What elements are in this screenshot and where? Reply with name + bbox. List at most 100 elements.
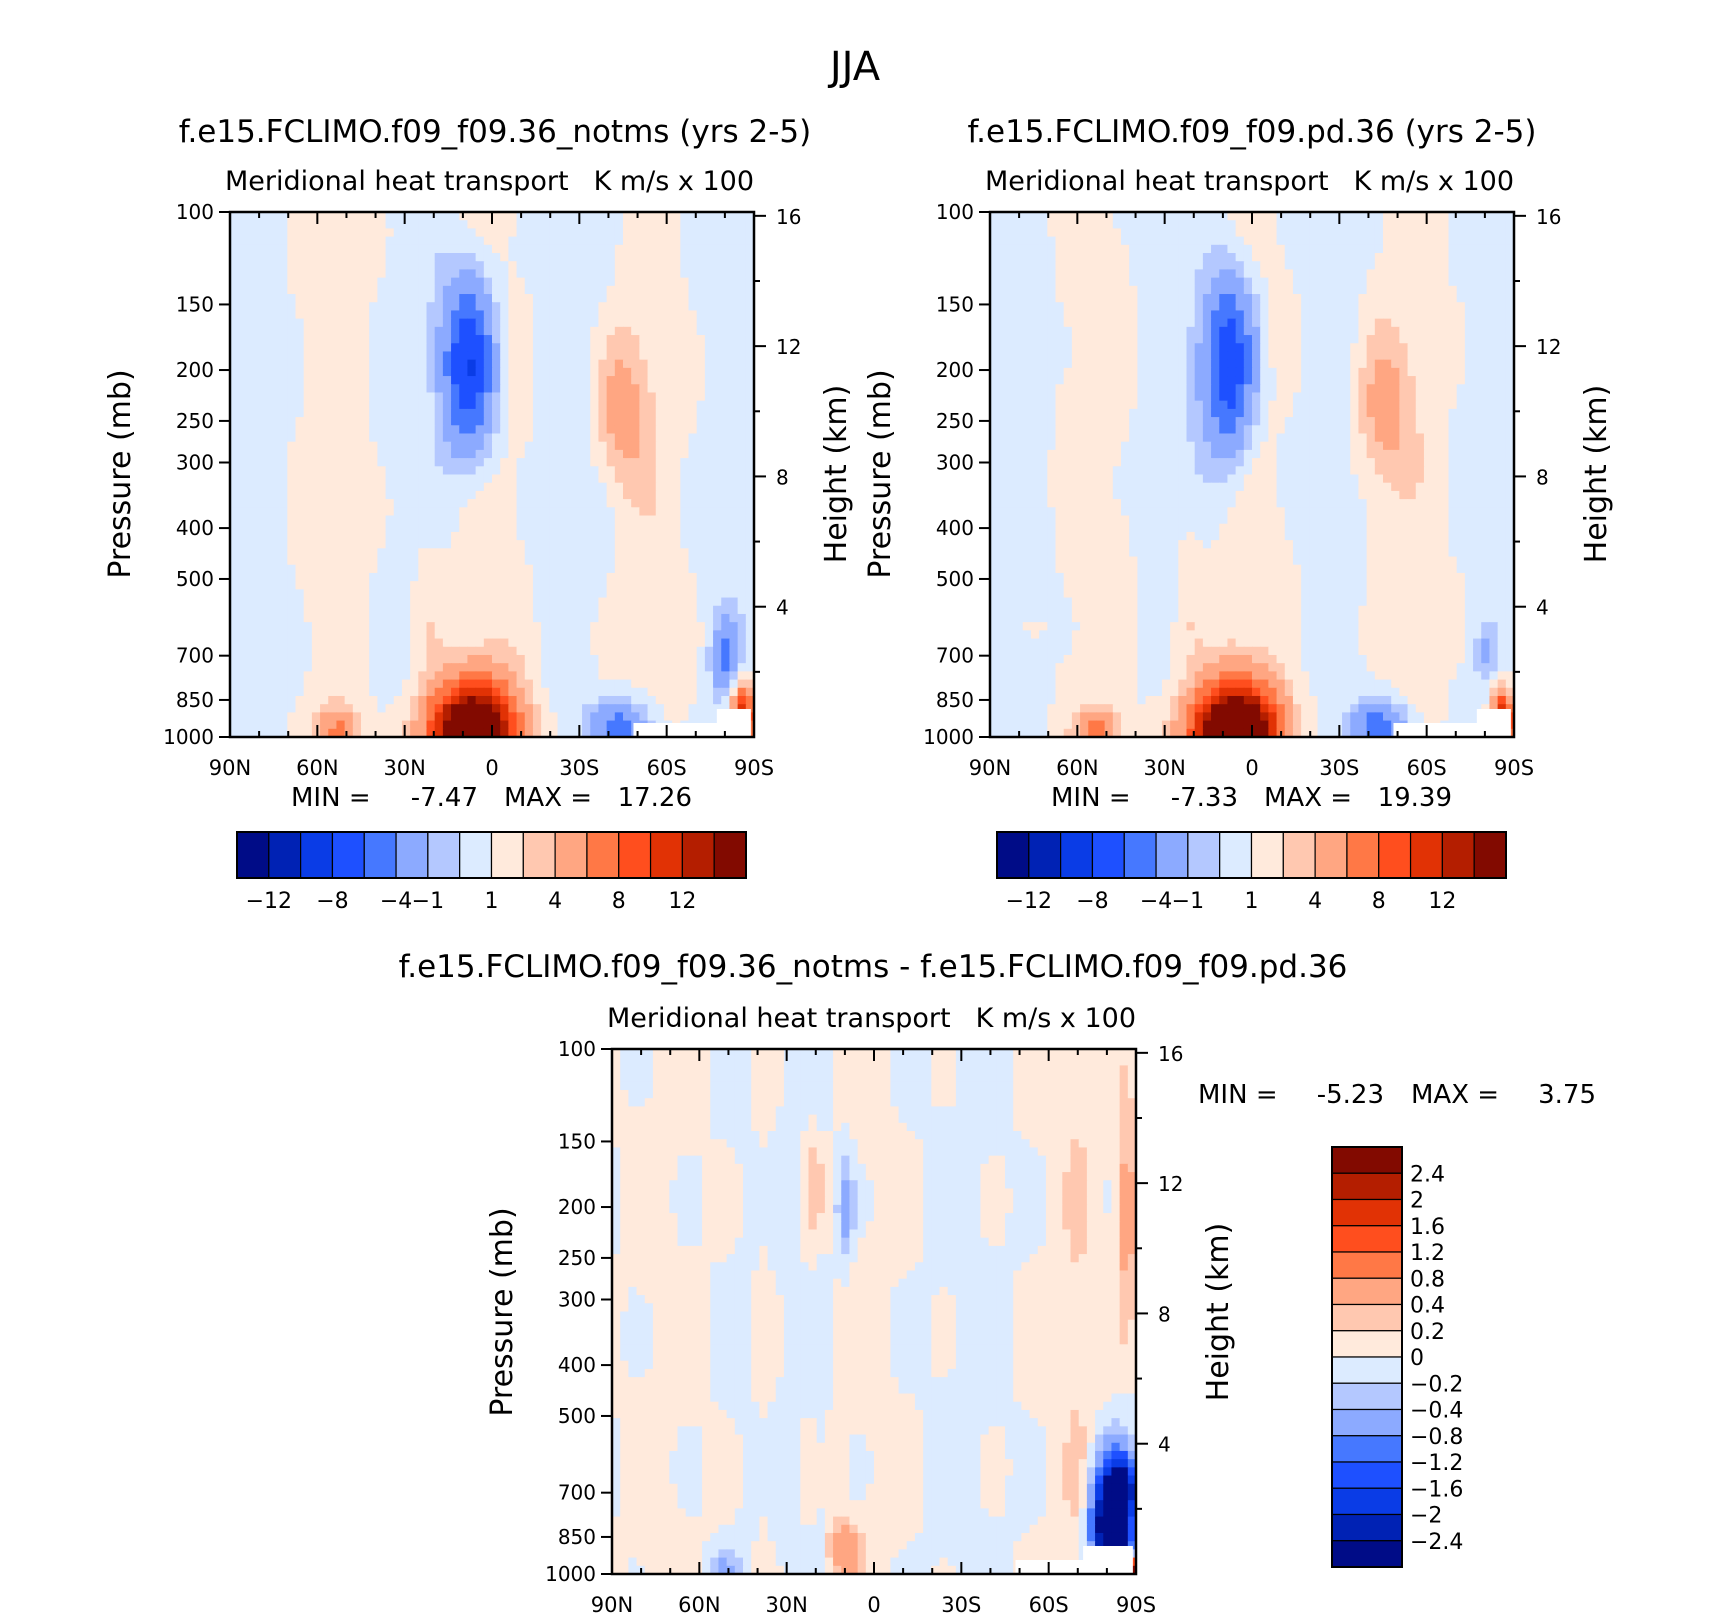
- field-cell: [262, 400, 272, 410]
- field-cell: [590, 425, 600, 435]
- field-cell: [475, 302, 485, 312]
- field-cell: [557, 581, 567, 590]
- field-cell: [582, 367, 591, 377]
- field-cell: [565, 581, 575, 590]
- field-cell: [401, 548, 411, 558]
- field-cell: [483, 728, 493, 738]
- field-cell: [434, 376, 444, 385]
- field-cell: [467, 622, 477, 631]
- field-cell: [1170, 253, 1179, 262]
- field-cell: [737, 556, 747, 566]
- field-cell: [475, 507, 485, 517]
- field-cell: [713, 367, 722, 377]
- field-cell: [246, 622, 256, 631]
- field-cell: [565, 326, 575, 336]
- field-cell: [663, 622, 673, 631]
- field-cell: [369, 605, 378, 615]
- field-cell: [492, 515, 501, 525]
- field-cell: [631, 425, 640, 435]
- field-cell: [262, 277, 272, 287]
- field-cell: [582, 220, 591, 229]
- field-cell: [557, 589, 567, 599]
- field-cell: [582, 605, 591, 615]
- field-cell: [1276, 261, 1286, 271]
- field-cell: [262, 310, 272, 320]
- field-cell: [238, 671, 247, 681]
- field-cell: [565, 384, 575, 394]
- field-cell: [1022, 220, 1032, 229]
- field-cell: [475, 654, 485, 664]
- field-cell: [393, 605, 403, 615]
- field-cell: [393, 367, 403, 377]
- field-cell: [655, 212, 665, 221]
- field-cell: [279, 720, 288, 730]
- field-cell: [246, 425, 256, 435]
- field-cell: [532, 564, 542, 574]
- field-cell: [483, 458, 493, 467]
- field-cell: [459, 228, 469, 238]
- field-cell: [516, 384, 526, 394]
- field-cell: [541, 556, 550, 566]
- field-cell: [508, 228, 518, 238]
- field-cell: [270, 589, 280, 599]
- field-cell: [328, 351, 338, 361]
- field-cell: [1292, 285, 1302, 295]
- field-cell: [434, 261, 444, 271]
- field-cell: [393, 441, 403, 451]
- field-cell: [369, 679, 378, 689]
- field-cell: [631, 466, 640, 476]
- field-cell: [426, 663, 436, 672]
- field-cell: [434, 622, 444, 631]
- field-cell: [680, 441, 690, 451]
- field-cell: [745, 376, 755, 385]
- field-cell: [524, 326, 534, 336]
- field-cell: [1252, 302, 1261, 312]
- field-cell: [1211, 244, 1220, 254]
- field-cell: [672, 466, 681, 476]
- field-cell: [361, 294, 370, 303]
- field-cell: [492, 310, 501, 320]
- field-cell: [320, 613, 329, 623]
- field-cell: [352, 671, 362, 681]
- field-cell: [1268, 253, 1278, 262]
- field-cell: [467, 663, 477, 672]
- field-cell: [532, 679, 542, 689]
- field-cell: [385, 482, 395, 492]
- field-cell: [623, 335, 632, 344]
- field-cell: [639, 556, 649, 566]
- field-cell: [655, 441, 665, 451]
- field-cell: [598, 261, 608, 271]
- field-cell: [524, 359, 534, 369]
- field-cell: [639, 474, 649, 484]
- field-cell: [655, 400, 665, 410]
- field-cell: [704, 269, 714, 279]
- field-cell: [451, 343, 460, 353]
- field-cell: [631, 613, 640, 623]
- field-cell: [500, 425, 509, 435]
- field-cell: [1325, 220, 1335, 229]
- field-cell: [623, 441, 632, 451]
- field-cell: [1374, 220, 1384, 229]
- field-cell: [320, 433, 329, 443]
- field-cell: [1505, 244, 1515, 254]
- field-cell: [254, 351, 264, 361]
- field-cell: [467, 704, 477, 713]
- field-cell: [1268, 220, 1278, 229]
- field-cell: [279, 671, 288, 681]
- field-cell: [623, 433, 632, 443]
- field-cell: [704, 310, 714, 320]
- field-cell: [1358, 302, 1368, 312]
- field-cell: [647, 318, 657, 328]
- field-cell: [541, 302, 550, 312]
- field-cell: [582, 228, 591, 238]
- field-cell: [401, 335, 411, 344]
- field-cell: [369, 728, 378, 738]
- field-cell: [582, 490, 591, 500]
- field-cell: [614, 663, 624, 672]
- field-cell: [451, 318, 460, 328]
- field-cell: [246, 302, 256, 312]
- field-cell: [1104, 228, 1114, 238]
- field-cell: [532, 712, 542, 722]
- field-cell: [590, 244, 600, 254]
- field-cell: [614, 269, 624, 279]
